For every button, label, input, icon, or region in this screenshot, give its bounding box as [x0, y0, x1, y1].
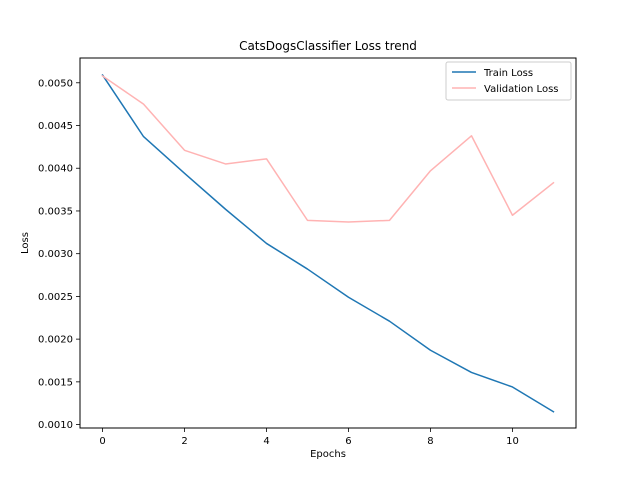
- legend-box: [445, 61, 572, 101]
- y-tick-label: 0.0045: [38, 121, 73, 132]
- chart-title: CatsDogsClassifier Loss trend: [239, 39, 417, 53]
- y-tick-label: 0.0010: [38, 420, 73, 431]
- legend-label-validation-loss: Validation Loss: [484, 84, 559, 95]
- y-tick-label: 0.0025: [38, 292, 73, 303]
- series-line-train-loss: [101, 74, 555, 413]
- legend: Train Loss Validation Loss: [445, 61, 572, 101]
- y-tick-label: 0.0050: [38, 78, 73, 89]
- plot-frame: [79, 57, 577, 429]
- x-tick-label: 4: [263, 436, 269, 447]
- y-tick-label: 0.0040: [38, 164, 73, 175]
- x-tick-label: 10: [506, 436, 519, 447]
- x-axis-label: Epochs: [310, 449, 346, 460]
- x-tick-label: 0: [99, 436, 105, 447]
- x-tick-label: 6: [345, 436, 351, 447]
- legend-label-train-loss: Train Loss: [483, 68, 533, 79]
- y-tick-label: 0.0035: [38, 206, 73, 217]
- x-tick-label: 2: [181, 436, 187, 447]
- x-tick-label: 8: [427, 436, 433, 447]
- series-line-validation-loss: [101, 74, 555, 223]
- y-tick-label: 0.0030: [38, 249, 73, 260]
- x-axis: 0 2 4 6 8 10: [99, 428, 519, 447]
- y-tick-label: 0.0015: [38, 377, 73, 388]
- y-tick-label: 0.0020: [38, 335, 73, 346]
- y-axis: 0.0010 0.0015 0.0020 0.0025 0.0030 0.0035 0.00…: [38, 78, 80, 431]
- plot-area: [101, 74, 555, 413]
- y-axis-label: Loss: [20, 232, 31, 254]
